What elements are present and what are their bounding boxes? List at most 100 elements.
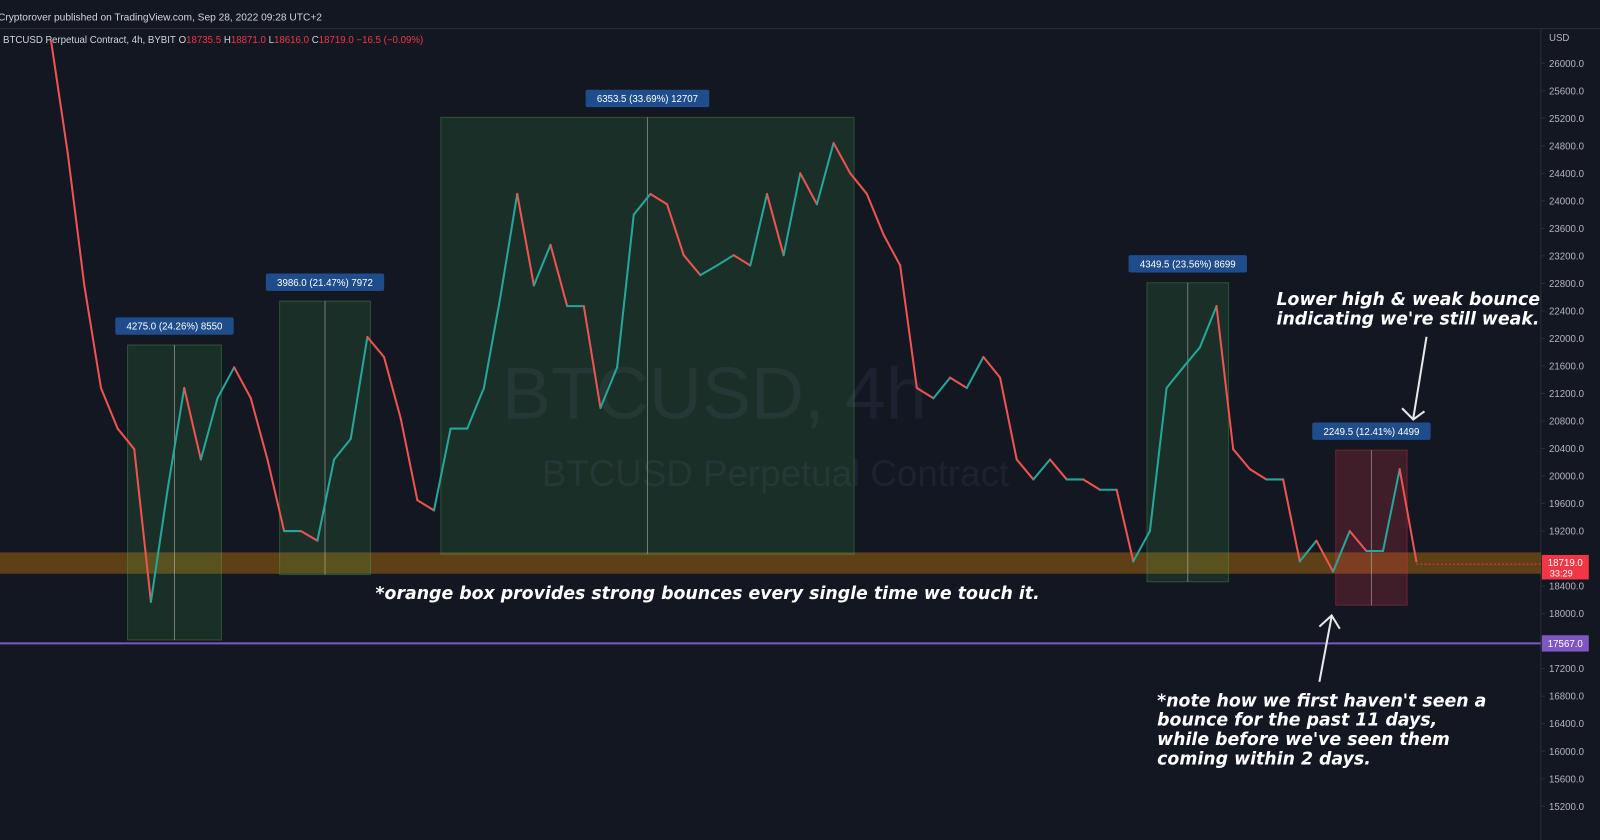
price-segment: [266, 458, 286, 533]
price-segment: [649, 192, 669, 206]
y-tick-label: 24800.0: [1549, 141, 1585, 152]
price-segment: [66, 151, 86, 287]
price-segment: [183, 386, 202, 461]
support-label-bg: [1541, 635, 1589, 652]
price-segment: [233, 366, 252, 400]
price-segment: [1082, 478, 1101, 491]
ohlc-value: 18616.0: [274, 35, 310, 46]
arrow: [1318, 613, 1341, 682]
y-tick-label: 20000.0: [1549, 472, 1585, 483]
price-segment: [316, 458, 336, 542]
y-tick-label: 19200.0: [1549, 527, 1585, 538]
price-segment: [1198, 305, 1218, 349]
support-label: 17567.0: [1548, 639, 1584, 650]
price-segment: [50, 39, 69, 154]
price-segment: [149, 488, 169, 603]
annotation: Lower high & weak bounce: [1277, 290, 1541, 310]
y-tick-label: 22000.0: [1549, 334, 1585, 345]
price-segment: [482, 294, 502, 389]
price-segment: [216, 366, 236, 400]
annotation: *note how we first haven't seen a: [1157, 691, 1486, 711]
price-segment: [1015, 458, 1035, 481]
ohlc-key: L: [269, 35, 275, 46]
measure-label-bg: [1128, 255, 1247, 273]
ohlc-key: C: [312, 35, 319, 46]
y-tick-label: 18000.0: [1549, 609, 1585, 620]
y-tick-label: 16000.0: [1549, 747, 1585, 758]
y-tick-label: 19600.0: [1549, 499, 1585, 510]
price-segment: [815, 142, 835, 206]
annotations: Lower high & weak bounce indicating we'r…: [376, 290, 1541, 769]
price-segment: [999, 376, 1018, 461]
publisher: Cryptorover published on TradingView.com…: [0, 12, 322, 23]
y-tick-label: 15600.0: [1549, 774, 1585, 785]
price-segment: [949, 376, 968, 389]
ohlc-value: 18735.5: [186, 35, 221, 46]
price-segment: [1232, 448, 1251, 471]
annotation: indicating we're still weak.: [1277, 310, 1540, 330]
annotation: while before we've seen them: [1157, 730, 1450, 750]
measure-label: 4275.0 (24.26%) 8550: [127, 322, 223, 333]
price-segment: [932, 376, 952, 400]
price-segment: [399, 417, 419, 502]
price-segment: [1248, 468, 1268, 481]
measure-label-bg: [115, 317, 234, 335]
price-segment: [1165, 366, 1185, 389]
price-segment: [83, 284, 102, 389]
price-segment: [832, 142, 852, 175]
price-segment: [499, 192, 519, 297]
price-segment: [732, 254, 752, 267]
price-segment: [666, 203, 685, 257]
measure-label: 4349.5 (23.56%) 8699: [1140, 259, 1236, 270]
symbol-info: BTCUSD Perpetual Contract, 4h, BYBIT O18…: [3, 35, 423, 46]
price-segment: [549, 243, 569, 308]
ohlc-key: H: [224, 35, 231, 46]
measure-label-bg: [1312, 422, 1431, 440]
price-segment: [599, 366, 619, 409]
symbol-name: BTCUSD Perpetual Contract, 4h, BYBIT: [3, 35, 176, 46]
price-segment: [432, 427, 452, 512]
price-segment: [199, 397, 219, 461]
y-tick-label: 24400.0: [1549, 169, 1585, 180]
price-segment: [699, 264, 719, 277]
y-tick-label: 21600.0: [1549, 362, 1585, 373]
price-segment: [1398, 468, 1418, 563]
y-tick-label: 26000.0: [1549, 59, 1585, 70]
price-segment: [333, 437, 352, 461]
price-segment: [616, 213, 635, 369]
ohlc-value: 18871.0: [231, 35, 267, 46]
y-tick-label: 22400.0: [1549, 306, 1585, 317]
price-segment: [516, 192, 535, 287]
price-segment: [899, 264, 918, 389]
price-segment: [249, 397, 269, 461]
price-segment: [915, 386, 935, 400]
watermark: BTCUSD, 4h: [502, 351, 927, 434]
support-zone: [0, 552, 1541, 574]
price-segment: [1282, 478, 1301, 563]
annotation: *orange box provides strong bounces ever…: [376, 584, 1040, 604]
measure-label: 3986.0 (21.47%) 7972: [277, 278, 373, 289]
price-segment: [166, 386, 186, 491]
ohlc-change: −16.5 (−0.09%): [356, 35, 423, 46]
arrow: [1401, 336, 1428, 421]
y-tick-label: 23600.0: [1549, 224, 1585, 235]
y-tick-label: 25600.0: [1549, 86, 1585, 97]
price-segment: [1148, 386, 1168, 533]
price-segment: [799, 172, 818, 206]
plot: 15200.0 15600.0 16000.0 16400.0 16800.0 17200…: [0, 39, 1589, 813]
y-tick-label: 24000.0: [1549, 196, 1585, 207]
price-segment: [965, 355, 985, 389]
price-segment: [1115, 488, 1135, 563]
price-segment: [765, 192, 785, 257]
price-segment: [1298, 539, 1318, 563]
price-segment: [1382, 468, 1401, 553]
price-segment: [383, 355, 402, 420]
price-segment: [416, 499, 435, 512]
axis-unit: USD: [1549, 33, 1569, 44]
last-price-bg: [1541, 554, 1589, 580]
y-tick-label: 18400.0: [1549, 582, 1585, 593]
ohlc-value: 18719.0: [319, 35, 355, 46]
price-segment: [632, 192, 652, 216]
